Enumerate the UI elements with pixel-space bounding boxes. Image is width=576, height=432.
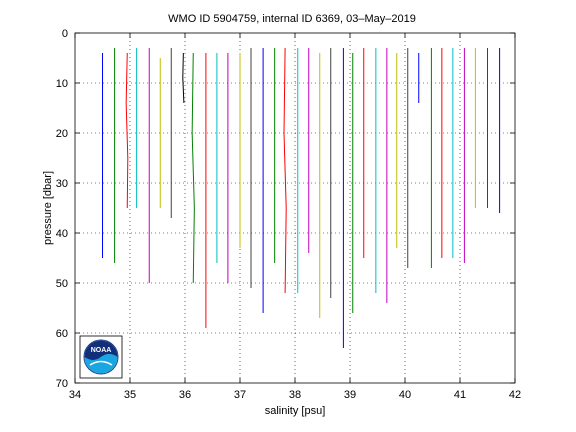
noaa-logo: NOAA — [79, 335, 123, 379]
y-tick-label: 70 — [56, 378, 68, 390]
y-tick-label: 50 — [56, 278, 68, 290]
y-tick-labels: 0 10 20 30 40 50 60 70 — [56, 28, 68, 390]
x-tick-label: 40 — [399, 389, 411, 401]
y-tick-label: 0 — [62, 28, 68, 40]
data-series-layer — [102, 47, 501, 348]
y-tick-label: 40 — [56, 228, 68, 240]
x-tick-label: 35 — [124, 389, 136, 401]
x-tick-label: 36 — [179, 389, 191, 401]
x-tick-label: 41 — [454, 389, 466, 401]
x-tick-label: 42 — [509, 389, 521, 401]
x-tick-label: 34 — [69, 389, 81, 401]
y-tick-label: 60 — [56, 328, 68, 340]
profile-line-3 — [125, 52, 129, 209]
y-tick-label: 30 — [56, 178, 68, 190]
x-tick-label: 38 — [289, 389, 301, 401]
y-tick-label: 20 — [56, 128, 68, 140]
axis-ticks — [74, 32, 516, 384]
x-axis-label: salinity [psu] — [265, 405, 326, 417]
x-tick-label: 37 — [234, 389, 246, 401]
x-tick-label: 39 — [344, 389, 356, 401]
chart-title: WMO ID 5904759, internal ID 6369, 03–May… — [168, 13, 416, 25]
x-tick-labels: 34 35 36 37 38 39 40 41 42 — [69, 389, 521, 401]
y-axis-label: pressure [dbar] — [42, 171, 54, 245]
profile-line-8 — [182, 52, 185, 104]
profile-line-17 — [283, 47, 287, 294]
profile-line-9 — [191, 52, 195, 284]
y-tick-label: 10 — [56, 78, 68, 90]
grid-lines — [75, 33, 515, 383]
noaa-logo-text: NOAA — [91, 347, 112, 354]
